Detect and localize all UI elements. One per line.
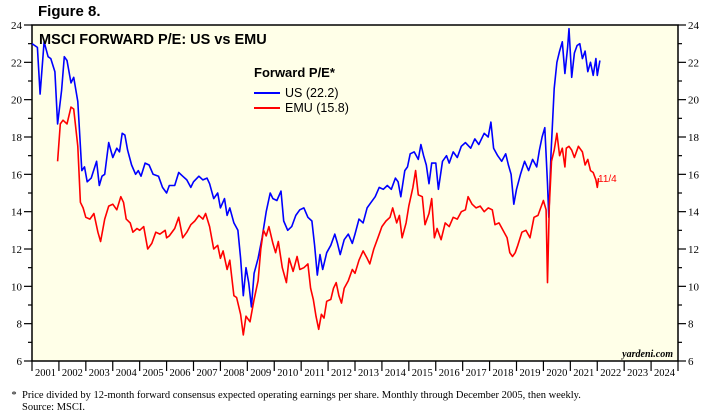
plot-area xyxy=(31,24,679,362)
x-tick-label: 2022 xyxy=(600,368,621,379)
y-tick-label-left: 22 xyxy=(11,57,22,69)
x-tick-label: 2001 xyxy=(35,368,56,379)
y-tick-label-left: 8 xyxy=(17,319,23,331)
x-tick-label: 2020 xyxy=(546,368,567,379)
y-tick-label-left: 12 xyxy=(11,244,22,256)
footnote: * Price divided by 12-month forward conse… xyxy=(6,390,581,401)
x-tick-label: 2024 xyxy=(654,368,676,379)
footnote-text: Price divided by 12-month forward consen… xyxy=(22,390,581,401)
x-tick-label: 2021 xyxy=(573,368,594,379)
y-tick-label-right: 12 xyxy=(688,244,699,256)
y-tick-label-right: 16 xyxy=(688,169,700,181)
y-tick-label-left: 18 xyxy=(11,132,23,144)
x-tick-label: 2009 xyxy=(250,368,271,379)
x-tick-label: 2018 xyxy=(493,368,514,379)
watermark: yardeni.com xyxy=(621,349,673,360)
y-tick-label-right: 6 xyxy=(688,356,694,368)
y-axis-left: 6 8 10 12 14 16 18 20 22 24 xyxy=(11,20,32,368)
y-axis-right: 6 8 10 12 14 16 18 20 22 24 xyxy=(678,20,700,368)
y-tick-label-left: 16 xyxy=(11,169,23,181)
y-tick-label-right: 24 xyxy=(688,20,700,32)
x-tick-label: 2002 xyxy=(62,368,83,379)
y-tick-label-left: 14 xyxy=(11,207,23,219)
series-line-emu xyxy=(56,106,600,336)
figure-label: Figure 8. xyxy=(38,3,101,20)
x-tick-label: 2012 xyxy=(331,368,352,379)
y-tick-label-right: 8 xyxy=(688,319,694,331)
x-tick-label: 2015 xyxy=(412,368,433,379)
source-note: Source: MSCI. xyxy=(22,402,85,413)
y-tick-label-left: 6 xyxy=(17,356,23,368)
x-tick-label: 2010 xyxy=(277,368,298,379)
legend: Forward P/E* US (22.2) EMU (15.8) xyxy=(254,65,349,115)
x-tick-label: 2023 xyxy=(627,368,648,379)
date-annotation: 11/4 xyxy=(598,174,617,185)
x-axis: 2001 2002 2003 2004 2005 2006 2007 2008 2009 2010… xyxy=(31,361,679,379)
y-tick-label-right: 10 xyxy=(688,281,700,293)
series-line-us xyxy=(31,27,601,308)
series-lines xyxy=(31,27,601,336)
x-tick-label: 2017 xyxy=(466,368,487,379)
legend-label-us: US (22.2) xyxy=(285,86,339,100)
x-tick-label: 2013 xyxy=(358,368,379,379)
x-tick-label: 2011 xyxy=(304,368,325,379)
x-tick-label: 2006 xyxy=(170,368,191,379)
y-tick-label-left: 10 xyxy=(11,281,23,293)
chart-title: MSCI FORWARD P/E: US vs EMU xyxy=(39,32,267,48)
x-tick-label: 2019 xyxy=(519,368,540,379)
y-tick-label-right: 22 xyxy=(688,57,699,69)
x-tick-label: 2005 xyxy=(143,368,164,379)
x-tick-label: 2014 xyxy=(385,368,407,379)
x-tick-label: 2003 xyxy=(89,368,110,379)
legend-title: Forward P/E* xyxy=(254,65,336,80)
x-tick-label: 2004 xyxy=(116,368,138,379)
y-tick-label-left: 24 xyxy=(11,20,23,32)
x-tick-label: 2007 xyxy=(196,368,217,379)
y-tick-label-right: 18 xyxy=(688,132,700,144)
y-tick-label-right: 20 xyxy=(688,95,700,107)
footnote-marker: * xyxy=(11,390,17,401)
x-tick-label: 2008 xyxy=(223,368,244,379)
y-tick-label-left: 20 xyxy=(11,95,23,107)
x-tick-label: 2016 xyxy=(439,368,460,379)
legend-label-emu: EMU (15.8) xyxy=(285,101,349,115)
y-tick-label-right: 14 xyxy=(688,207,700,219)
